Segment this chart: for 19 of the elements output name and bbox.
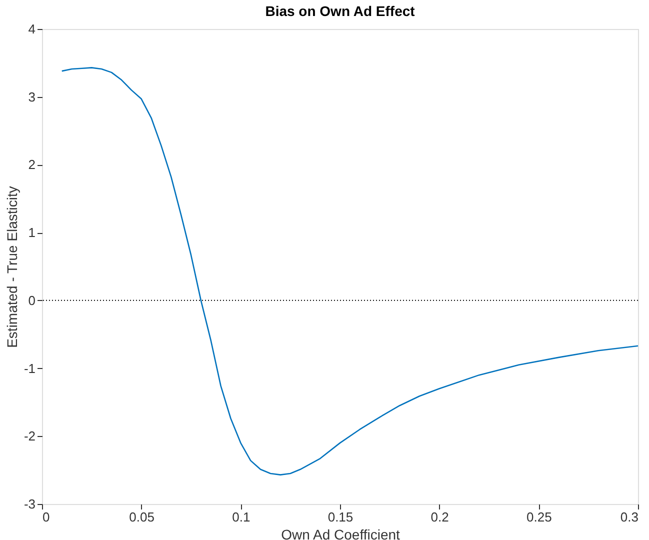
x-tick-label: 0.15 xyxy=(328,510,354,524)
x-axis-title: Own Ad Coefficient xyxy=(281,526,400,540)
y-axis-title: Estimated - True Elasticity xyxy=(4,186,20,348)
y-tick-label: -3 xyxy=(24,496,36,512)
y-tick-label: 1 xyxy=(28,225,36,240)
y-tick-label: 0 xyxy=(28,292,36,308)
x-tick-label: 0.1 xyxy=(232,510,250,524)
line-series xyxy=(61,67,639,476)
y-tick-label: 4 xyxy=(28,22,36,36)
y-tick-label: 2 xyxy=(28,157,36,172)
x-tick-label: 0.2 xyxy=(430,510,449,524)
x-tick-label: 0 xyxy=(42,510,50,524)
x-tick-label: 0.25 xyxy=(526,510,552,524)
y-tick-label: -1 xyxy=(24,360,36,376)
chart-title: Bias on Own Ad Effect xyxy=(265,3,416,19)
y-tick-label: -2 xyxy=(24,428,36,444)
y-tick-label: 3 xyxy=(28,89,36,104)
x-tick-label: 0.3 xyxy=(620,510,638,524)
x-tick-label: 0.05 xyxy=(129,510,154,524)
